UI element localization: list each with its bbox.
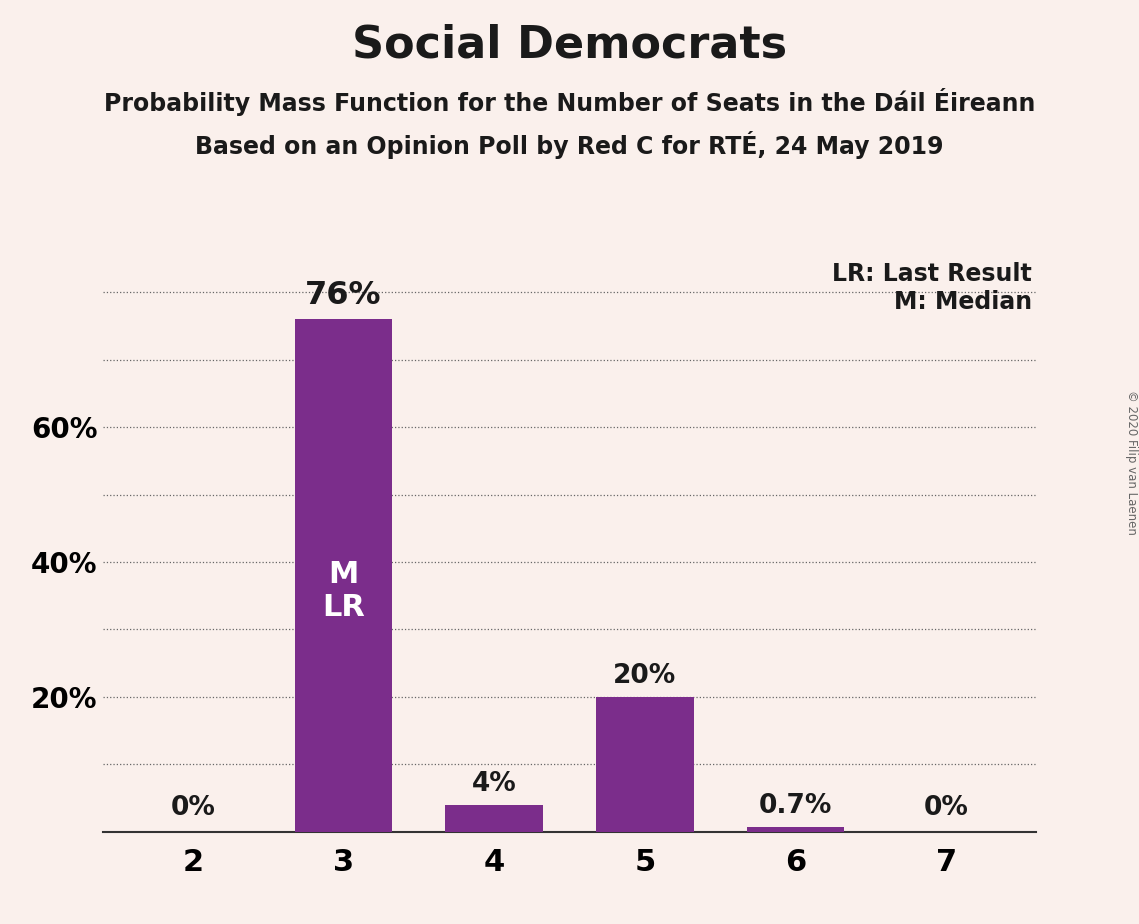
Text: M
LR: M LR bbox=[322, 560, 364, 622]
Text: 0.7%: 0.7% bbox=[759, 793, 833, 819]
Text: Probability Mass Function for the Number of Seats in the Dáil Éireann: Probability Mass Function for the Number… bbox=[104, 88, 1035, 116]
Bar bbox=[445, 805, 543, 832]
Text: 4%: 4% bbox=[472, 771, 517, 796]
Text: © 2020 Filip van Laenen: © 2020 Filip van Laenen bbox=[1124, 390, 1138, 534]
Text: Social Democrats: Social Democrats bbox=[352, 23, 787, 67]
Bar bbox=[295, 320, 393, 832]
Text: 20%: 20% bbox=[613, 663, 677, 688]
Text: 76%: 76% bbox=[305, 280, 382, 311]
Text: M: Median: M: Median bbox=[894, 290, 1032, 314]
Bar bbox=[746, 827, 844, 832]
Text: 0%: 0% bbox=[924, 796, 968, 821]
Bar bbox=[596, 697, 694, 832]
Text: Based on an Opinion Poll by Red C for RTÉ, 24 May 2019: Based on an Opinion Poll by Red C for RT… bbox=[195, 131, 944, 159]
Text: 0%: 0% bbox=[171, 796, 215, 821]
Text: LR: Last Result: LR: Last Result bbox=[833, 261, 1032, 286]
